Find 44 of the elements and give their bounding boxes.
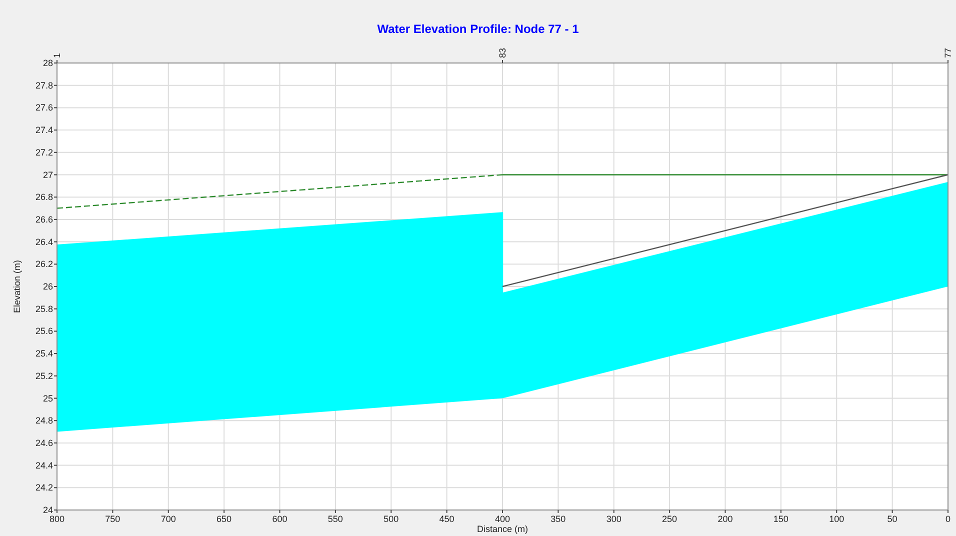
- y-tick-label: 28: [42, 58, 53, 68]
- text: 77: [943, 48, 953, 58]
- x-tick-label: 250: [662, 514, 678, 524]
- text: 83: [498, 48, 508, 58]
- x-tick-label: 100: [829, 514, 844, 524]
- x-tick-label: 700: [160, 514, 176, 524]
- x-tick-label: 500: [384, 514, 399, 524]
- y-tick-label: 25: [42, 393, 53, 404]
- y-tick-label: 27.2: [35, 147, 53, 158]
- x-tick-label: 150: [773, 514, 788, 524]
- y-tick-label: 24.2: [35, 482, 53, 493]
- y-tick-label: 24.6: [35, 438, 53, 448]
- x-tick-label: 750: [105, 514, 120, 524]
- chart-title: Water Elevation Profile: Node 77 - 1: [377, 22, 580, 36]
- y-axis-title: Elevation (m): [12, 260, 22, 314]
- x-tick-label: 200: [718, 514, 733, 524]
- y-tick-label: 24: [42, 505, 53, 515]
- y-tick-label: 26.8: [35, 192, 53, 202]
- x-tick-label: 350: [550, 514, 566, 524]
- y-tick-label: 25.6: [35, 326, 53, 336]
- x-tick-label: 0: [945, 514, 951, 524]
- y-tick-label: 27: [42, 170, 53, 180]
- x-tick-label: 600: [272, 514, 288, 524]
- x-axis-title: Distance (m): [476, 524, 528, 534]
- x-tick-label: 50: [887, 514, 898, 524]
- y-tick-label: 24.8: [35, 416, 53, 426]
- y-tick-label: 26.4: [35, 236, 53, 247]
- x-tick-label: 800: [49, 514, 65, 524]
- y-tick-label: 25.8: [35, 304, 53, 314]
- y-tick-label: 26: [42, 282, 53, 292]
- x-tick-label: 400: [494, 514, 510, 524]
- x-tick-label: 300: [606, 514, 622, 524]
- y-tick-label: 24.4: [35, 460, 53, 470]
- x-tick-label: 450: [439, 514, 454, 524]
- x-tick-label: 650: [216, 514, 232, 524]
- text: 1: [52, 52, 62, 58]
- y-tick-label: 27.8: [35, 80, 53, 90]
- y-tick-label: 26.6: [35, 214, 53, 224]
- y-tick-label: 25.4: [35, 348, 53, 359]
- y-tick-label: 25.2: [35, 370, 53, 381]
- y-tick-label: 26.2: [35, 259, 53, 270]
- x-tick-label: 550: [328, 514, 343, 524]
- y-tick-label: 27.6: [35, 102, 53, 113]
- y-tick-label: 27.4: [35, 125, 53, 136]
